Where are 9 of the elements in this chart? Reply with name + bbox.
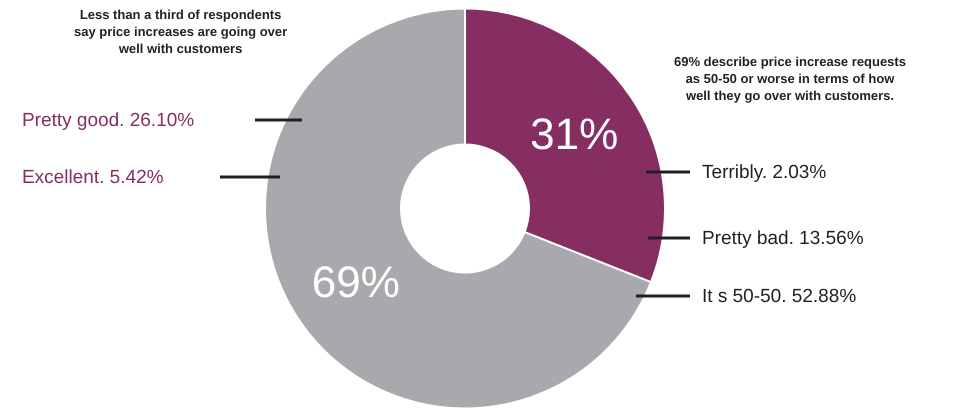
- data-label: 31%: [530, 110, 618, 159]
- text: 69% describe price increase requests as 50-50 or worse in terms of how well they go over with customers.: [674, 54, 906, 103]
- text: Pretty bad. 13.56%: [702, 228, 864, 249]
- text: Pretty good. 26.10%: [22, 110, 194, 131]
- text: Excellent. 5.42%: [22, 167, 164, 188]
- data-label: 69%: [312, 258, 400, 308]
- text: Less than a third of respondents say price increases are going over well with customers: [74, 7, 288, 56]
- text: It s 50-50. 52.88%: [702, 286, 856, 307]
- text: Terribly. 2.03%: [702, 162, 826, 183]
